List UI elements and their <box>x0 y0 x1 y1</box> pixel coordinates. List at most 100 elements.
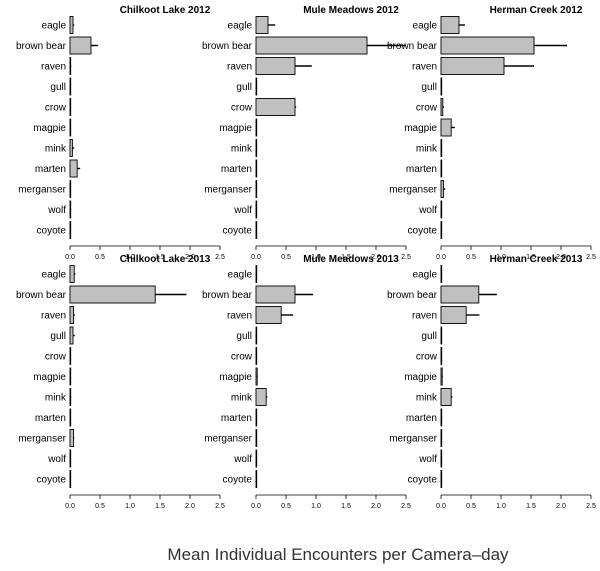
category-label: wolf <box>47 205 66 216</box>
category-label: marten <box>221 413 252 424</box>
bar <box>440 180 444 198</box>
category-label: brown bear <box>387 290 438 301</box>
category-label: raven <box>41 62 66 73</box>
x-tick-label: 2.0 <box>371 254 381 261</box>
x-tick-label: 2.5 <box>586 254 596 261</box>
panel-title: Herman Creek 2013 <box>490 254 583 265</box>
bar <box>440 221 443 239</box>
category-label: coyote <box>408 226 438 237</box>
category-label: magpie <box>404 372 437 383</box>
category-label: gull <box>50 82 66 93</box>
bar <box>69 470 72 488</box>
bar <box>440 367 443 386</box>
bar <box>255 306 282 324</box>
bar <box>69 36 92 55</box>
bar <box>255 77 258 96</box>
x-tick-label: 1.0 <box>311 254 321 261</box>
category-label: raven <box>227 311 252 322</box>
x-tick-label: 1.5 <box>341 503 351 510</box>
category-label: coyote <box>223 475 253 486</box>
category-label: wolf <box>47 454 66 465</box>
category-label: raven <box>412 62 437 73</box>
bar <box>440 408 443 427</box>
bar <box>69 77 72 96</box>
x-tick-label: 1.5 <box>526 503 536 510</box>
bar <box>69 367 72 386</box>
category-label: coyote <box>223 226 253 237</box>
chart-panel: Mule Meadows 2012 eagle brown bear raven gul… <box>202 5 411 261</box>
category-label: mink <box>416 393 438 404</box>
x-tick-label: 1.0 <box>496 254 506 261</box>
category-label: magpie <box>219 372 252 383</box>
panel-title: Herman Creek 2012 <box>490 5 583 16</box>
bar <box>255 265 258 283</box>
category-label: coyote <box>37 475 67 486</box>
bar <box>69 200 72 219</box>
bar <box>255 16 269 34</box>
bar <box>255 367 258 386</box>
category-label: mink <box>416 144 438 155</box>
category-label: crow <box>416 352 438 363</box>
x-tick-label: 2.5 <box>215 503 225 510</box>
x-tick-label: 0.0 <box>65 503 75 510</box>
category-label: eagle <box>413 21 438 32</box>
category-label: marten <box>35 413 66 424</box>
category-label: gull <box>50 331 66 342</box>
bar <box>69 388 72 406</box>
bar <box>440 159 443 178</box>
x-tick-label: 2.0 <box>556 503 566 510</box>
bar <box>440 326 443 345</box>
x-tick-label: 0.5 <box>281 254 291 261</box>
bar <box>255 118 258 137</box>
category-label: eagle <box>42 21 67 32</box>
category-label: mink <box>231 144 253 155</box>
chart-panel: Herman Creek 2012 eagle brown bear raven gul… <box>387 5 596 261</box>
category-label: brown bear <box>202 290 253 301</box>
category-label: eagle <box>42 270 67 281</box>
bar <box>255 408 258 427</box>
category-label: merganser <box>389 434 437 445</box>
bar <box>440 118 452 137</box>
x-tick-label: 2.0 <box>185 503 195 510</box>
category-label: merganser <box>18 185 66 196</box>
bar <box>440 306 467 324</box>
category-label: brown bear <box>387 41 438 52</box>
x-tick-label: 0.0 <box>436 503 446 510</box>
panel-title: Chilkoot Lake 2012 <box>120 5 211 16</box>
x-axis-label: Mean Individual Encounters per Camera–da… <box>167 545 509 564</box>
bar <box>69 449 72 468</box>
x-tick-label: 1.5 <box>341 254 351 261</box>
bar <box>69 306 75 324</box>
category-label: brown bear <box>202 41 253 52</box>
bar <box>440 139 443 157</box>
x-tick-label: 2.0 <box>371 503 381 510</box>
bar <box>440 285 480 304</box>
bar <box>69 57 72 75</box>
bar <box>69 180 72 198</box>
bar <box>255 36 368 55</box>
category-label: magpie <box>219 123 252 134</box>
x-tick-label: 1.5 <box>155 503 165 510</box>
category-label: gull <box>236 82 252 93</box>
x-tick-label: 0.0 <box>65 254 75 261</box>
bar <box>440 16 460 34</box>
x-tick-label: 2.5 <box>215 254 225 261</box>
category-label: raven <box>412 311 437 322</box>
x-tick-label: 2.5 <box>401 503 411 510</box>
x-tick-label: 1.5 <box>155 254 165 261</box>
bar <box>255 57 296 75</box>
x-tick-label: 0.5 <box>281 503 291 510</box>
bar <box>440 347 443 365</box>
category-label: merganser <box>389 185 437 196</box>
category-label: wolf <box>418 454 437 465</box>
category-label: coyote <box>408 475 438 486</box>
bar <box>69 429 75 447</box>
bar <box>440 98 444 116</box>
chart-panel: Mule Meadows 2013 eagle brown bear raven gul… <box>202 254 411 510</box>
bar <box>69 326 74 345</box>
category-label: crow <box>231 103 253 114</box>
bar <box>255 200 258 219</box>
bar <box>440 200 443 219</box>
bar <box>255 449 258 468</box>
category-label: magpie <box>33 372 66 383</box>
